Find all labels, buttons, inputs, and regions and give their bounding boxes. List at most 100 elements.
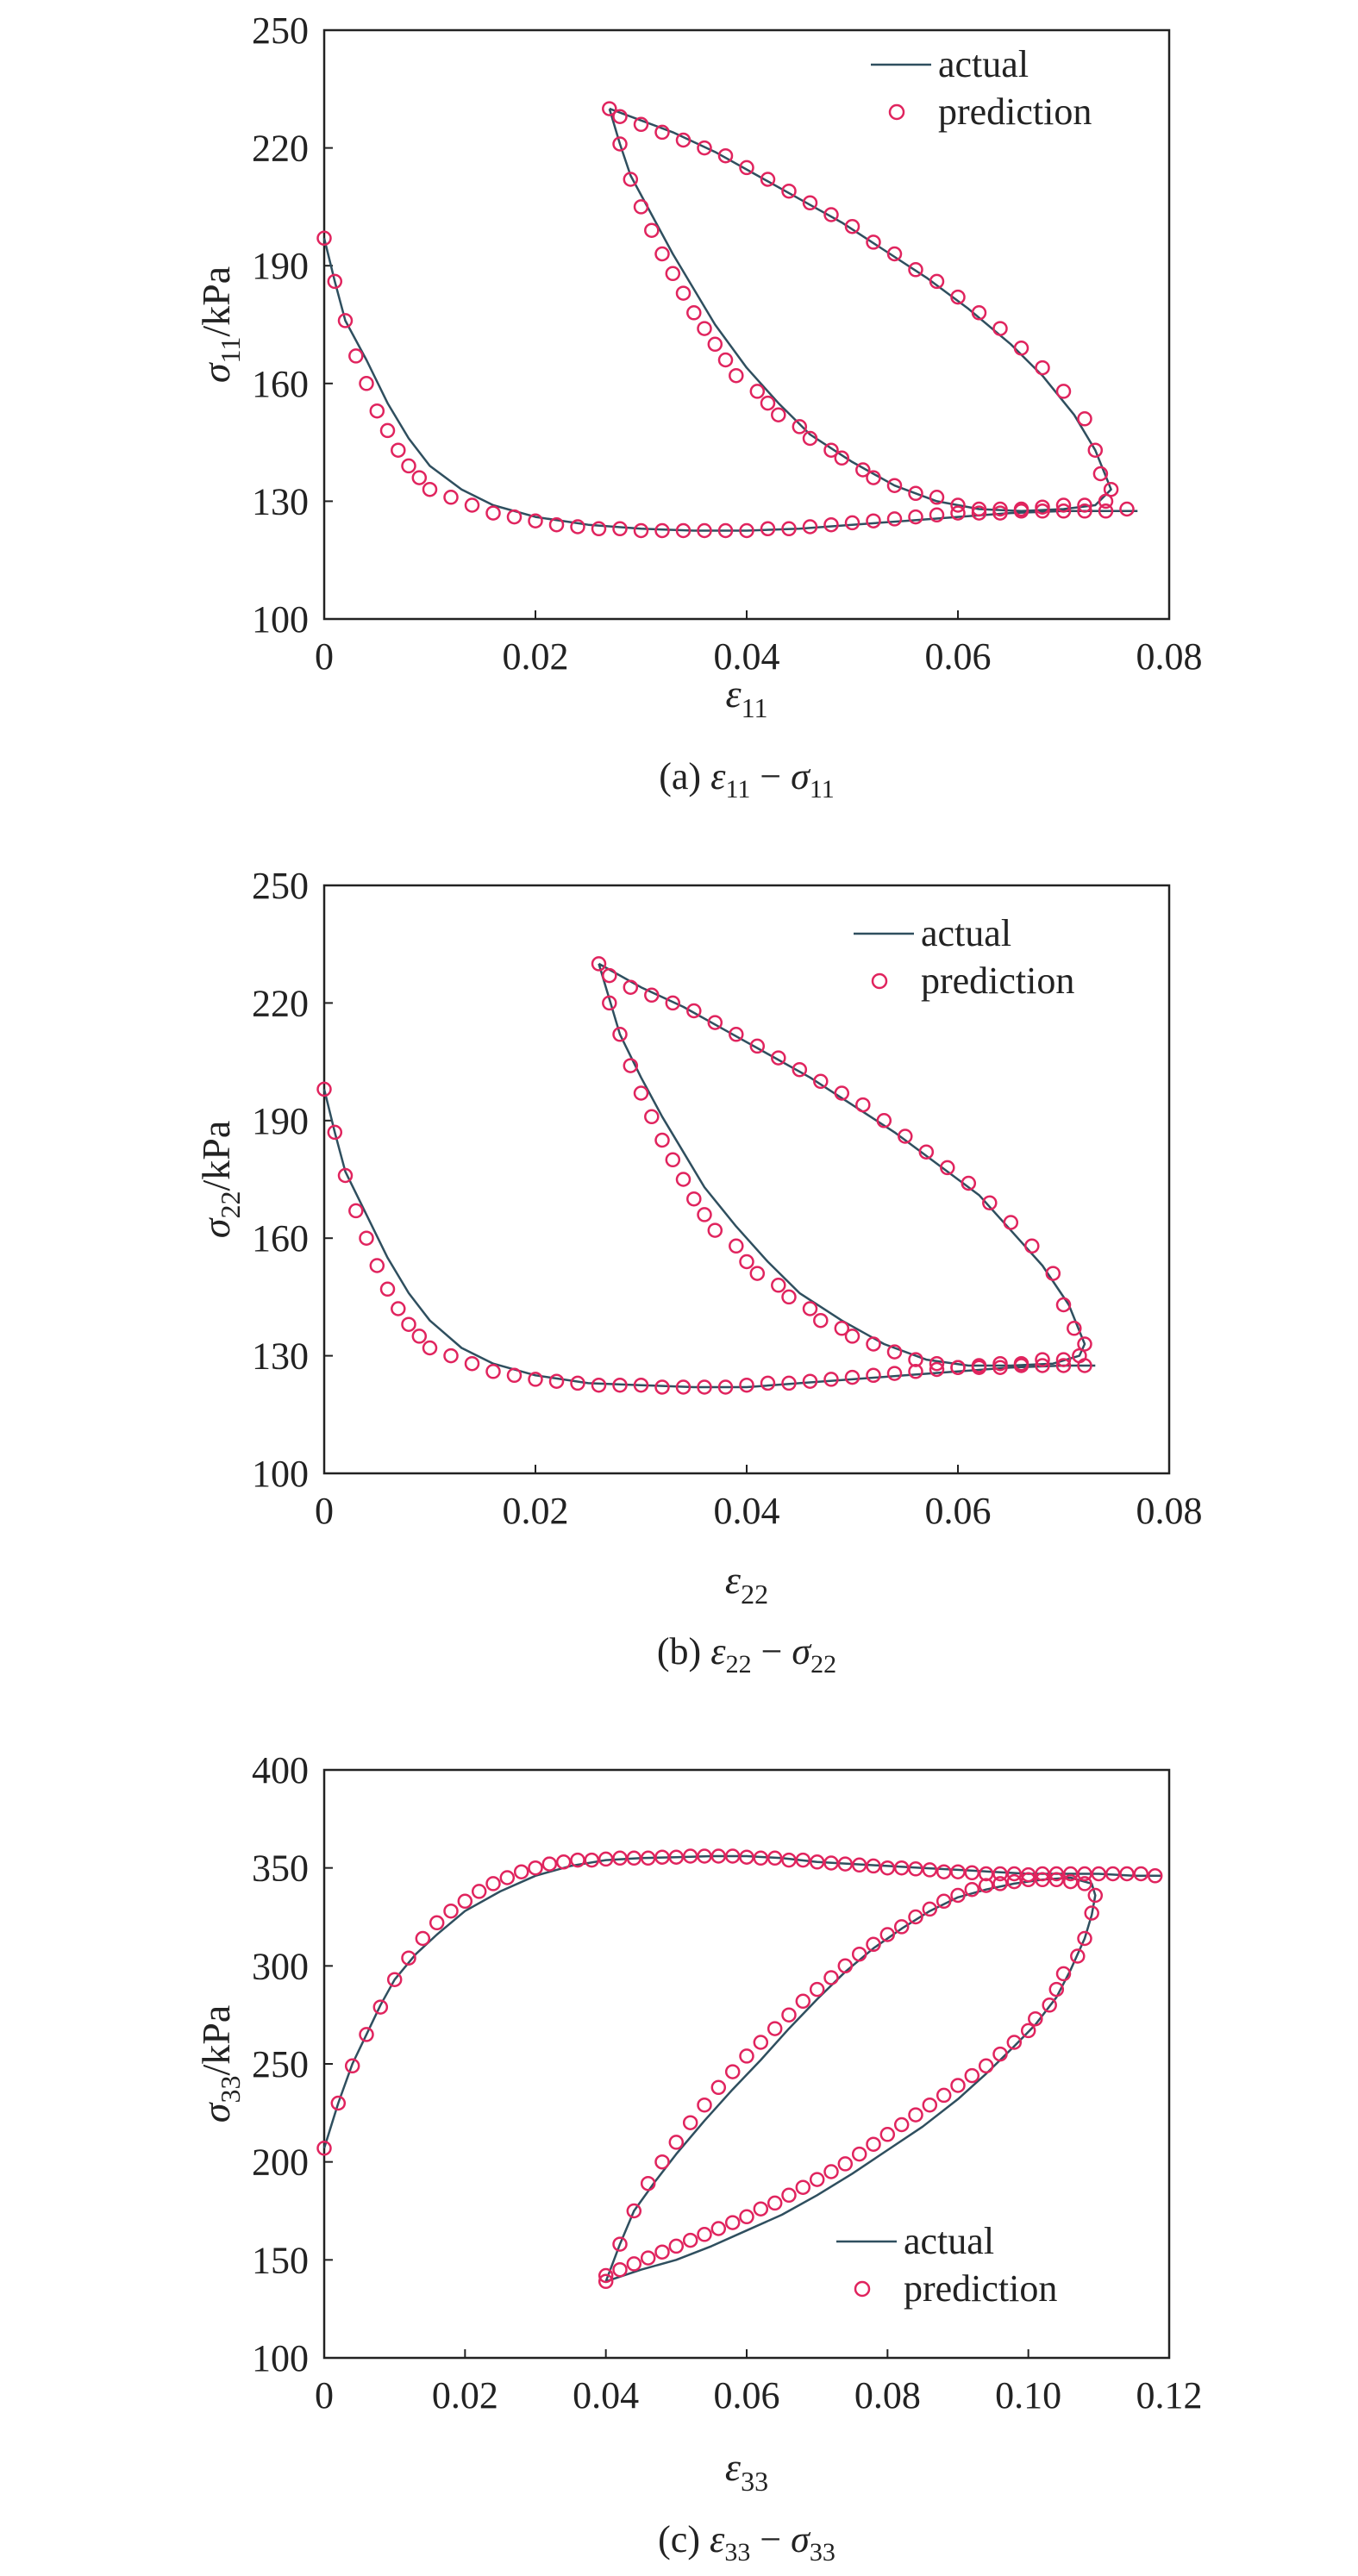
prediction-point <box>1067 1321 1082 1336</box>
actual-line <box>322 1854 1162 2149</box>
prediction-point <box>724 2064 741 2079</box>
prediction-point <box>992 1876 1008 1891</box>
prediction-point <box>809 1981 825 1998</box>
prediction-point <box>950 289 966 305</box>
legend: actual prediction <box>836 2220 1057 2310</box>
prediction-point <box>348 348 364 364</box>
prediction-point <box>570 1852 585 1868</box>
series-prediction <box>316 1848 1163 2290</box>
prediction-point <box>1020 1866 1036 1883</box>
prediction-point <box>971 305 987 321</box>
prediction-point <box>717 147 734 164</box>
prediction-point <box>898 1129 913 1144</box>
prediction-point <box>879 1927 896 1942</box>
prediction-point <box>886 1366 903 1381</box>
prediction-point <box>710 2221 727 2236</box>
x-tick-label: 0.02 <box>503 1490 569 1532</box>
prediction-point <box>771 1050 786 1066</box>
prediction-point <box>781 2187 797 2204</box>
x-tick-label: 0.08 <box>854 2374 921 2417</box>
prediction-point <box>978 1878 994 1893</box>
x-tick-label: 0.06 <box>714 2374 780 2417</box>
prediction-point <box>795 1993 811 2010</box>
prediction-point <box>795 1852 811 1868</box>
prediction-point <box>908 2107 923 2123</box>
prediction-point <box>675 1172 692 1187</box>
y-tick-label: 220 <box>252 982 309 1024</box>
y-tick-label: 190 <box>252 245 309 287</box>
prediction-point <box>391 1301 406 1316</box>
prediction-point <box>866 1336 881 1352</box>
series-actual <box>322 1854 1162 2283</box>
prediction-point <box>697 321 712 336</box>
prediction-point <box>950 497 966 513</box>
prediction-point <box>665 266 681 282</box>
y-tick-label: 250 <box>252 865 309 907</box>
prediction-point <box>1133 1866 1149 1882</box>
prediction-point <box>668 2238 685 2254</box>
prediction-point <box>1147 1868 1163 1884</box>
prediction-point <box>327 273 343 290</box>
prediction-point <box>1006 1866 1023 1882</box>
y-axis-label: σ11/kPa <box>194 266 246 383</box>
prediction-point <box>982 1195 998 1211</box>
prediction-point <box>528 1372 543 1387</box>
prediction-point <box>950 1864 966 1879</box>
prediction-point <box>851 1857 867 1873</box>
prediction-point <box>707 1222 723 1238</box>
prediction-point <box>964 1881 980 1898</box>
y-tick-label: 220 <box>252 128 309 170</box>
prediction-point <box>555 1854 572 1870</box>
prediction-point <box>1042 1998 1057 2013</box>
y-tick-label: 400 <box>252 1749 309 1791</box>
prediction-point <box>893 1919 910 1935</box>
prediction-point <box>749 384 766 399</box>
prediction-point <box>654 124 670 141</box>
prediction-point <box>654 1849 670 1865</box>
prediction-point <box>802 1373 818 1389</box>
legend-actual-label: actual <box>904 2220 994 2262</box>
prediction-point <box>443 490 459 505</box>
x-tick-label: 0.04 <box>714 1490 780 1532</box>
prediction-point <box>598 2267 614 2284</box>
prediction-point <box>707 1015 723 1030</box>
prediction-point <box>633 1377 649 1393</box>
prediction-point <box>813 1073 829 1090</box>
prediction-point <box>908 1364 923 1379</box>
prediction-point <box>978 2058 994 2074</box>
prediction-point <box>359 2027 374 2042</box>
y-axis-label: σ33/kPa <box>194 2005 246 2123</box>
prediction-point <box>823 207 839 222</box>
prediction-point <box>886 511 903 527</box>
prediction-point <box>851 1946 867 1962</box>
y-tick-label: 300 <box>252 1945 309 1987</box>
prediction-point <box>1035 1866 1050 1882</box>
prediction-point <box>401 458 416 474</box>
x-tick-label: 0.04 <box>714 635 780 678</box>
prediction-point <box>633 522 649 539</box>
prediction-point <box>1077 411 1092 427</box>
prediction-point <box>908 509 923 525</box>
prediction-point <box>1105 1866 1121 1882</box>
prediction-point <box>950 505 966 521</box>
prediction-point <box>961 1175 977 1191</box>
prediction-point <box>936 2087 952 2104</box>
actual-line <box>604 1876 1097 2283</box>
prediction-point <box>612 2261 628 2278</box>
prediction-point <box>837 1856 854 1872</box>
prediction-point <box>499 1870 516 1885</box>
legend: actual prediction <box>871 43 1092 133</box>
prediction-point <box>359 376 374 391</box>
prediction-point <box>844 515 860 531</box>
actual-line <box>322 1089 1096 1389</box>
prediction-point <box>443 1903 459 1919</box>
prediction-point <box>971 1358 987 1373</box>
prediction-point <box>855 1097 871 1113</box>
prediction-point <box>598 1851 614 1867</box>
prediction-point <box>1077 1866 1092 1882</box>
prediction-point <box>760 1375 776 1391</box>
prediction-point <box>950 1360 966 1375</box>
prediction-point <box>739 1254 754 1270</box>
prediction-point <box>760 395 776 411</box>
prediction-point <box>971 505 987 521</box>
